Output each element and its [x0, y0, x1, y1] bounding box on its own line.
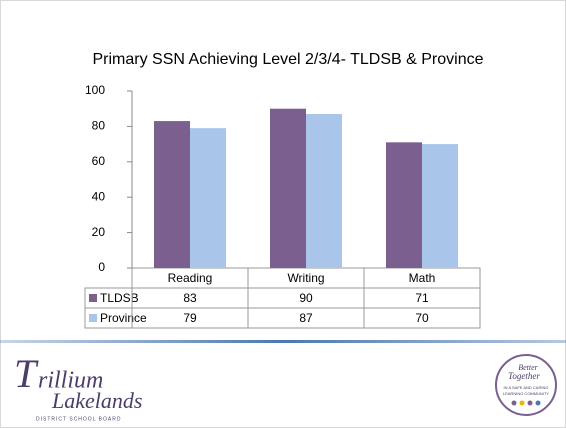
legend-label: TLDSB — [100, 291, 139, 305]
badge-title: Together — [508, 371, 540, 381]
table-cell — [363, 307, 481, 329]
table-value: 71 — [415, 291, 429, 305]
table-value: 83 — [183, 291, 197, 305]
badge: Better Together IN A SAFE AND CARING LEA… — [495, 354, 557, 416]
badge-title: Better — [518, 363, 538, 372]
bar — [270, 108, 306, 268]
logo-sub: DISTRICT SCHOOL BOARD — [36, 416, 121, 422]
badge-ring — [495, 354, 557, 416]
bar — [422, 144, 458, 268]
legend-label: Province — [100, 311, 147, 325]
badge-text: LEARNING COMMUNITY — [503, 391, 550, 396]
table-value: 90 — [299, 291, 313, 305]
y-tick-label: 60 — [92, 154, 106, 168]
y-tick-label: 100 — [85, 83, 105, 97]
logo-initial: T — [14, 351, 39, 396]
badge-text: IN A SAFE AND CARING — [504, 385, 549, 390]
bar — [386, 142, 422, 268]
logo-text: Lakelands — [51, 388, 142, 413]
y-tick-label: 40 — [92, 189, 106, 203]
table-value: 70 — [415, 311, 429, 325]
badge-dot — [535, 400, 541, 406]
logo-text: rillium — [38, 368, 103, 394]
badge-dot — [519, 400, 525, 406]
badge-dot — [511, 400, 517, 406]
category-label: Reading — [168, 271, 213, 285]
y-tick-label: 20 — [92, 225, 106, 239]
y-tick-label: 80 — [92, 119, 106, 133]
y-tick-label: 0 — [98, 260, 105, 274]
category-label: Math — [409, 271, 436, 285]
legend-swatch — [89, 314, 97, 322]
legend-swatch — [89, 294, 97, 302]
logo: T rillium Lakelands DISTRICT SCHOOL BOAR… — [14, 351, 142, 422]
table-value: 79 — [183, 311, 197, 325]
chart-title: Primary SSN Achieving Level 2/3/4- TLDSB… — [93, 51, 484, 68]
category-label: Writing — [287, 271, 324, 285]
footer-rule — [0, 340, 566, 343]
bar — [154, 121, 190, 268]
table-value: 87 — [299, 311, 313, 325]
bar — [306, 114, 342, 268]
badge-dot — [527, 400, 533, 406]
bar — [190, 128, 226, 268]
